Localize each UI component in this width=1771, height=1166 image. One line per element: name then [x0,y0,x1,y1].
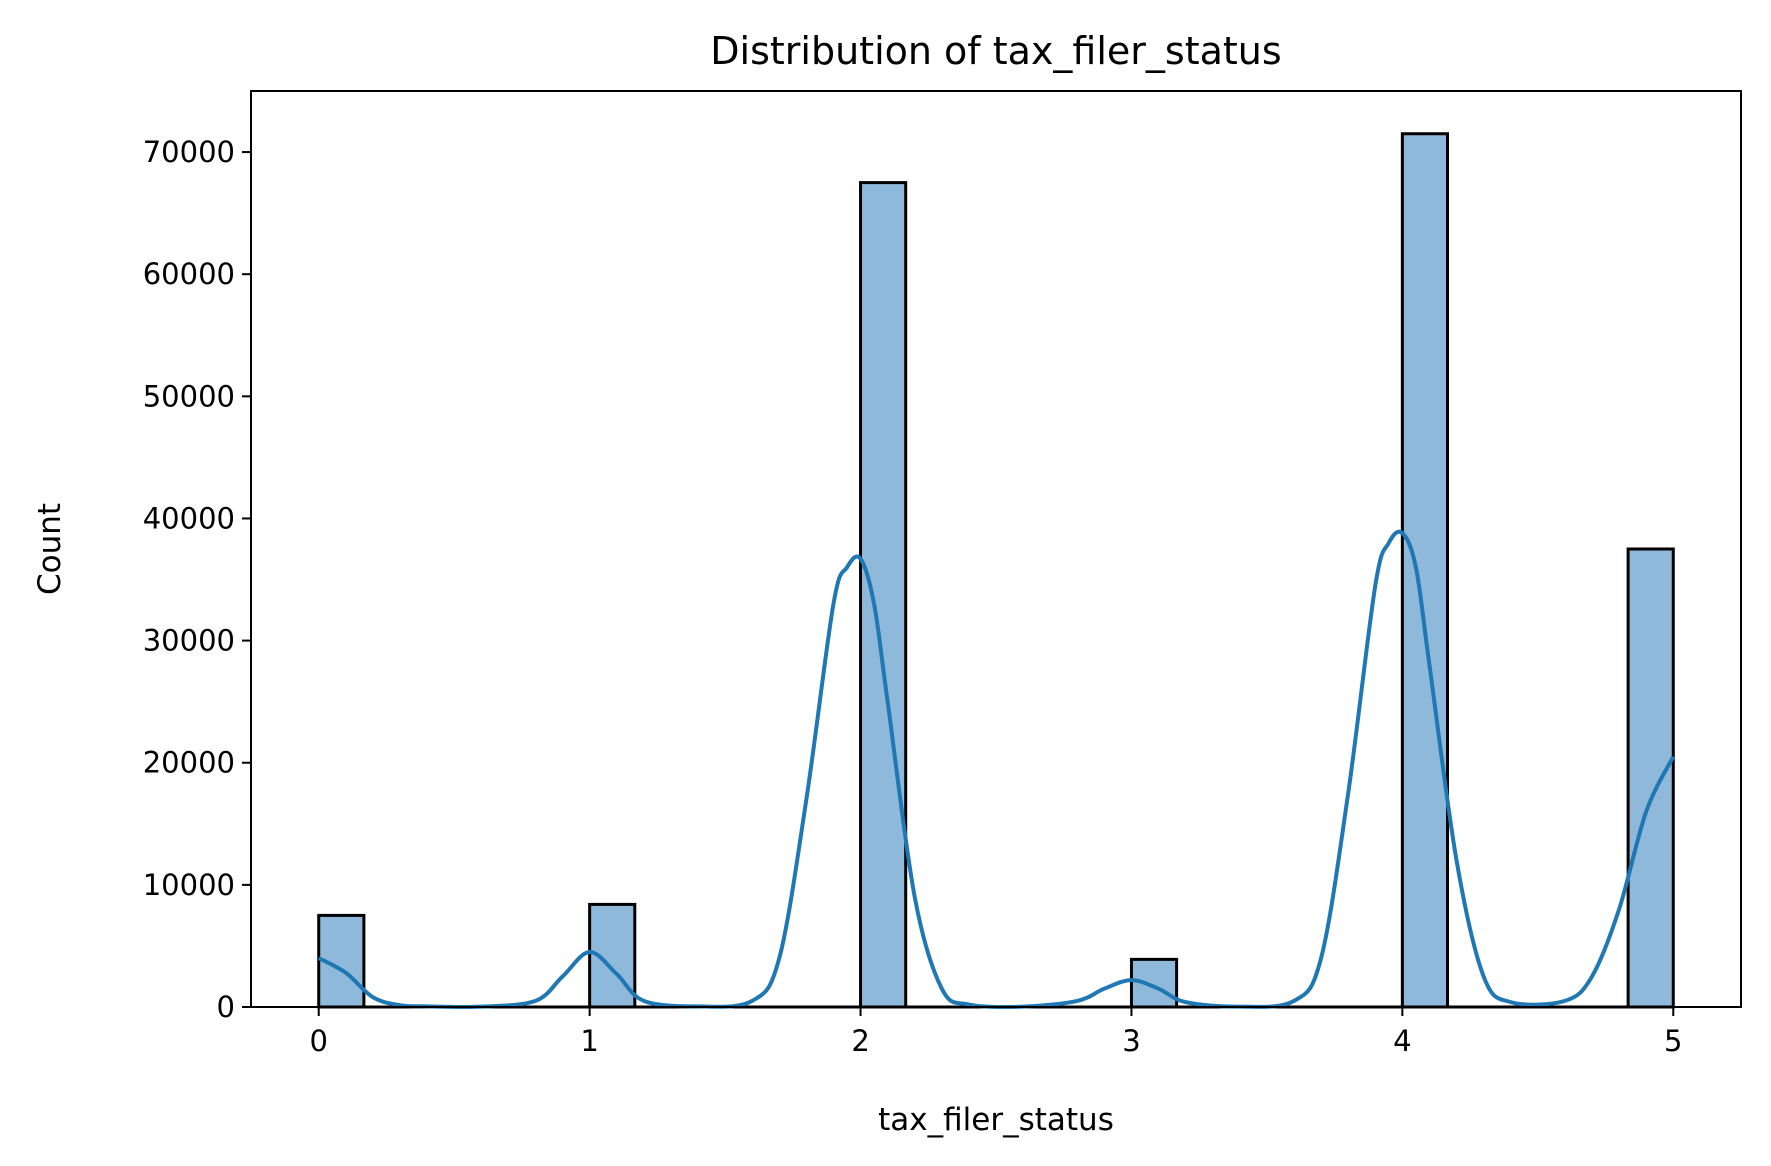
bars-group [317,132,1675,1009]
plot-frame [250,90,1742,1008]
x-tick-label-0: 0 [310,1024,328,1058]
histogram-bar-2 [859,181,908,1009]
y-tick-label-2: 20000 [143,746,235,780]
y-tick-label-5: 50000 [143,379,235,413]
x-axis: 0 1 2 3 4 5 [310,1007,1682,1058]
x-tick-label-3: 3 [1122,1024,1140,1058]
y-tick-label-3: 30000 [143,624,235,658]
x-tick-label-1: 1 [580,1024,598,1058]
x-axis-label: tax_filer_status [878,1102,1114,1138]
histogram-bar-5 [1626,547,1675,1009]
kde-line [317,529,1676,1010]
y-tick-label-6: 60000 [143,257,235,291]
y-axis: 0 10000 20000 30000 40000 50000 60000 70000 [143,135,251,1024]
y-tick-label-0: 0 [217,990,235,1024]
chart-title: Distribution of tax_filer_status [710,29,1281,73]
x-tick-label-4: 4 [1393,1024,1411,1058]
histogram-bar-3 [1129,957,1179,1009]
histogram-bar-4 [1400,132,1450,1009]
y-tick-label-4: 40000 [143,501,235,535]
x-tick-label-2: 2 [851,1024,869,1058]
y-tick-label-7: 70000 [143,135,235,169]
x-tick-label-5: 5 [1664,1024,1682,1058]
y-tick-label-1: 10000 [143,868,235,902]
y-axis-label: Count [32,503,68,595]
